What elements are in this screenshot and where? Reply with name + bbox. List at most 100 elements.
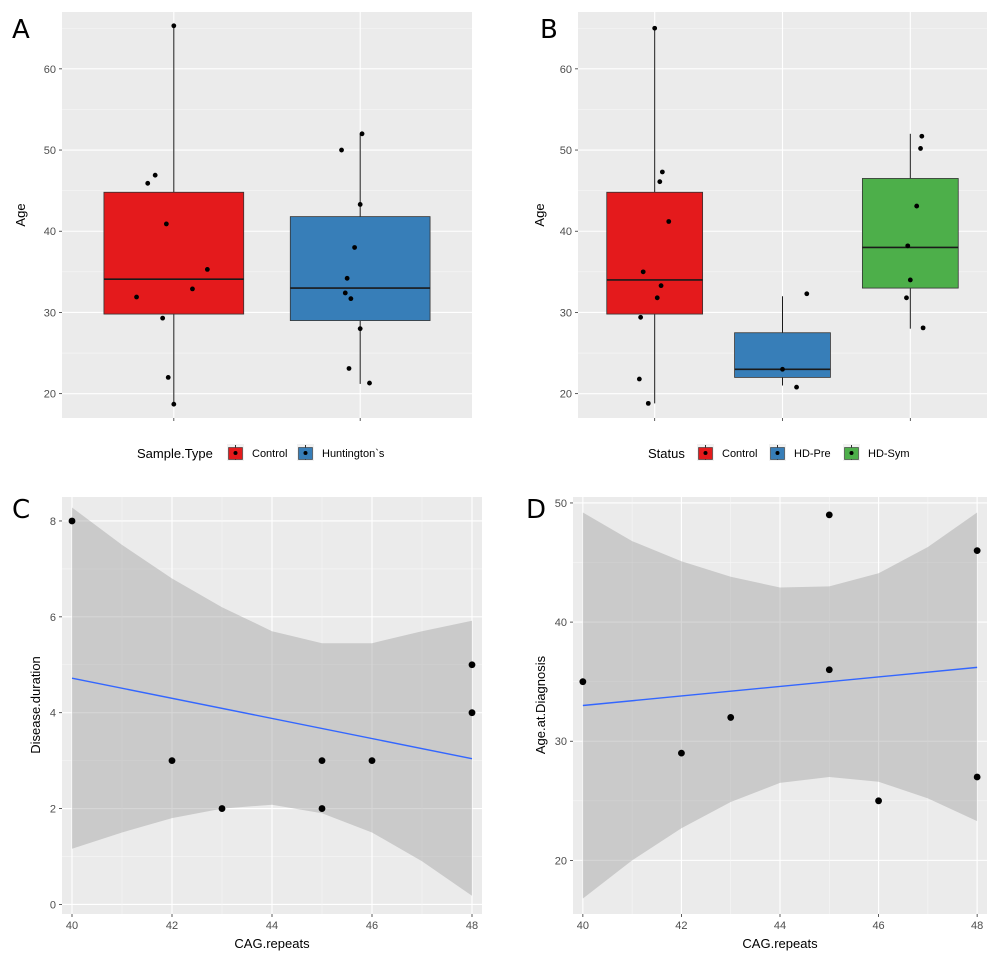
data-point	[165, 375, 171, 380]
data-point	[638, 314, 644, 320]
x-tick-label: 40	[577, 920, 589, 932]
data-point	[636, 376, 642, 382]
data-point	[359, 131, 365, 137]
y-tick-label: 50	[560, 145, 572, 157]
data-point	[344, 275, 350, 281]
data-point	[794, 384, 799, 390]
data-point	[825, 511, 833, 519]
data-point	[918, 146, 923, 151]
data-point	[914, 203, 920, 209]
confidence-ribbon	[72, 507, 472, 896]
data-point	[318, 757, 326, 765]
y-tick-label: 8	[50, 516, 56, 528]
data-point	[352, 245, 357, 250]
box-body	[606, 191, 704, 315]
legend-label-control-b: Control	[722, 448, 757, 460]
data-point	[367, 380, 372, 386]
data-point	[468, 709, 476, 717]
x-axis-title: CAG.repeats	[234, 936, 310, 951]
panel-letter-a: A	[12, 15, 30, 45]
y-tick-label: 2	[50, 804, 56, 816]
x-tick-label: 48	[971, 920, 983, 932]
data-point	[657, 179, 663, 185]
legend-key-b-hd-pre	[769, 444, 786, 461]
x-axis-title: CAG.repeats	[742, 936, 818, 951]
data-point	[152, 172, 158, 178]
data-point	[666, 219, 672, 224]
legend-label-hd-sym: HD-Sym	[868, 448, 910, 460]
y-axis-title: Disease.duration	[28, 656, 43, 754]
panel-a: A 20 30 40 50 60 Age Sample.Type Control Hunt…	[12, 12, 472, 461]
data-point	[171, 401, 177, 407]
legend-title-a: Sample.Type	[137, 446, 213, 461]
x-tick-label: 46	[366, 920, 378, 932]
legend-label-control: Control	[252, 448, 287, 460]
data-point	[339, 147, 344, 153]
data-point	[318, 805, 326, 812]
y-axis-title: Age	[13, 203, 28, 226]
data-point	[919, 133, 925, 139]
y-tick-label: 0	[50, 899, 56, 911]
box-body	[289, 216, 431, 321]
data-point	[348, 296, 354, 302]
data-point	[160, 315, 166, 321]
panel-a-legend: Sample.Type Control Huntington`s	[137, 444, 385, 461]
y-tick-label: 40	[560, 226, 572, 238]
data-point	[368, 757, 376, 765]
panel-b: B 20 30 40 50 60 Age Status Control HD-Pre	[532, 12, 987, 461]
confidence-ribbon	[582, 512, 978, 899]
data-point	[973, 547, 981, 555]
y-tick-label: 20	[555, 855, 567, 867]
data-point	[875, 797, 882, 805]
y-tick-label: 60	[560, 64, 572, 76]
data-point	[904, 295, 909, 301]
data-point	[357, 202, 363, 207]
data-point	[920, 325, 926, 331]
data-point	[654, 295, 660, 301]
data-point	[678, 749, 685, 757]
regression-line	[71, 677, 473, 760]
y-tick-label: 50	[555, 498, 567, 510]
x-tick-label: 46	[872, 920, 884, 932]
data-point	[640, 269, 646, 275]
panel-d-plot-area: 20 30 40 50 40 42 44 46 48 CAG.repeats Age.at.Diag…	[533, 497, 987, 951]
legend-key-b-hd-sym	[843, 444, 860, 461]
y-axis-title: Age.at.Diagnosis	[533, 655, 548, 754]
x-tick-label: 42	[675, 920, 687, 932]
y-tick-label: 60	[44, 64, 56, 76]
y-tick-label: 30	[560, 307, 572, 319]
y-tick-label: 20	[560, 389, 572, 401]
data-point	[973, 773, 981, 781]
data-point	[357, 326, 363, 332]
data-point	[346, 366, 352, 371]
x-tick-label: 48	[466, 920, 478, 932]
data-point	[652, 25, 658, 31]
legend-key-b-control	[697, 444, 714, 461]
legend-title-b: Status	[648, 446, 685, 461]
box-hd-sym	[861, 133, 959, 331]
data-point	[342, 290, 348, 296]
panel-letter-c: C	[12, 495, 30, 525]
legend-label-huntingtons: Huntington`s	[322, 448, 385, 460]
data-point	[468, 661, 476, 669]
data-point	[579, 678, 587, 686]
data-point	[171, 23, 177, 29]
data-point	[727, 714, 735, 721]
panel-b-plot-area: 20 30 40 50 60 Age	[532, 12, 987, 421]
box-control	[606, 25, 704, 406]
y-tick-label: 30	[555, 736, 567, 748]
regression-line	[582, 666, 978, 707]
data-point	[163, 221, 169, 227]
data-point	[905, 243, 911, 249]
data-point	[825, 666, 833, 674]
data-point	[659, 169, 665, 175]
y-tick-label: 6	[50, 612, 56, 624]
box-control	[103, 23, 245, 407]
legend-key-a-control	[227, 444, 244, 461]
data-point	[780, 366, 785, 372]
data-point	[134, 294, 139, 300]
data-point	[204, 267, 210, 272]
box-huntington-s	[289, 131, 431, 386]
